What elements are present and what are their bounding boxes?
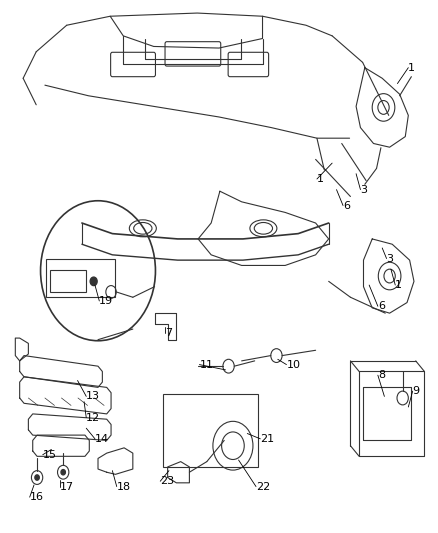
Text: 22: 22 — [256, 481, 270, 491]
Text: 1: 1 — [317, 174, 324, 184]
Text: 3: 3 — [387, 254, 394, 263]
Text: 12: 12 — [86, 413, 100, 423]
Text: 8: 8 — [378, 370, 385, 380]
Text: 18: 18 — [117, 481, 131, 491]
Text: 1: 1 — [395, 280, 402, 290]
Circle shape — [61, 470, 65, 475]
Text: 10: 10 — [286, 360, 300, 369]
Text: 3: 3 — [360, 184, 367, 195]
Text: 15: 15 — [43, 450, 57, 460]
Text: 6: 6 — [378, 301, 385, 311]
Circle shape — [90, 277, 97, 286]
Text: 7: 7 — [165, 328, 172, 338]
Text: 13: 13 — [86, 391, 100, 401]
Circle shape — [35, 475, 39, 480]
Text: 1: 1 — [408, 63, 415, 72]
Text: 11: 11 — [199, 360, 213, 369]
Text: 16: 16 — [30, 492, 44, 502]
Text: 21: 21 — [260, 434, 275, 444]
Text: 17: 17 — [60, 481, 74, 491]
Text: 14: 14 — [95, 434, 109, 444]
Text: 6: 6 — [343, 200, 350, 211]
Text: 19: 19 — [99, 296, 113, 306]
Text: 9: 9 — [413, 386, 420, 396]
Text: 23: 23 — [160, 477, 174, 486]
